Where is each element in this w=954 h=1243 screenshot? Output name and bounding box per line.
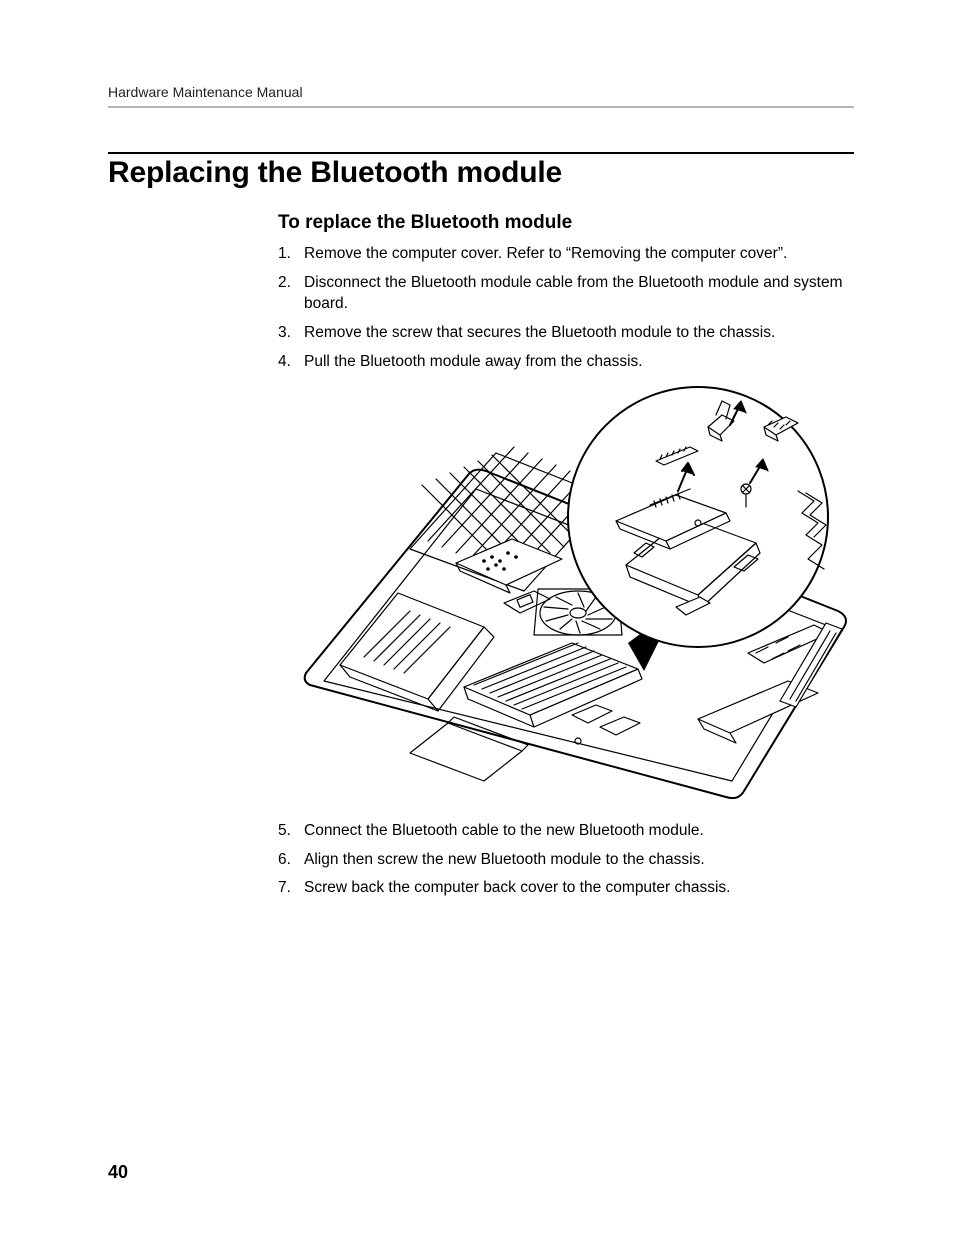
- running-head: Hardware Maintenance Manual: [108, 84, 854, 100]
- header-rule: [108, 106, 854, 108]
- section-title: Replacing the Bluetooth module: [108, 156, 854, 190]
- page-number: 40: [108, 1162, 128, 1183]
- steps-list-b: Connect the Bluetooth cable to the new B…: [278, 821, 854, 900]
- step-item: Pull the Bluetooth module away from the …: [278, 352, 854, 373]
- step-item: Remove the screw that secures the Blueto…: [278, 323, 854, 344]
- step-item: Disconnect the Bluetooth module cable fr…: [278, 273, 854, 315]
- sub-title: To replace the Bluetooth module: [278, 212, 854, 234]
- figure: [278, 381, 854, 807]
- page: Hardware Maintenance Manual Replacing th…: [0, 0, 954, 1243]
- section-rule: [108, 152, 854, 154]
- content-column: To replace the Bluetooth module Remove t…: [278, 212, 854, 899]
- step-item: Screw back the computer back cover to th…: [278, 878, 854, 899]
- step-item: Align then screw the new Bluetooth modul…: [278, 850, 854, 871]
- step-item: Connect the Bluetooth cable to the new B…: [278, 821, 854, 842]
- steps-list-a: Remove the computer cover. Refer to “Rem…: [278, 244, 854, 373]
- step-item: Remove the computer cover. Refer to “Rem…: [278, 244, 854, 265]
